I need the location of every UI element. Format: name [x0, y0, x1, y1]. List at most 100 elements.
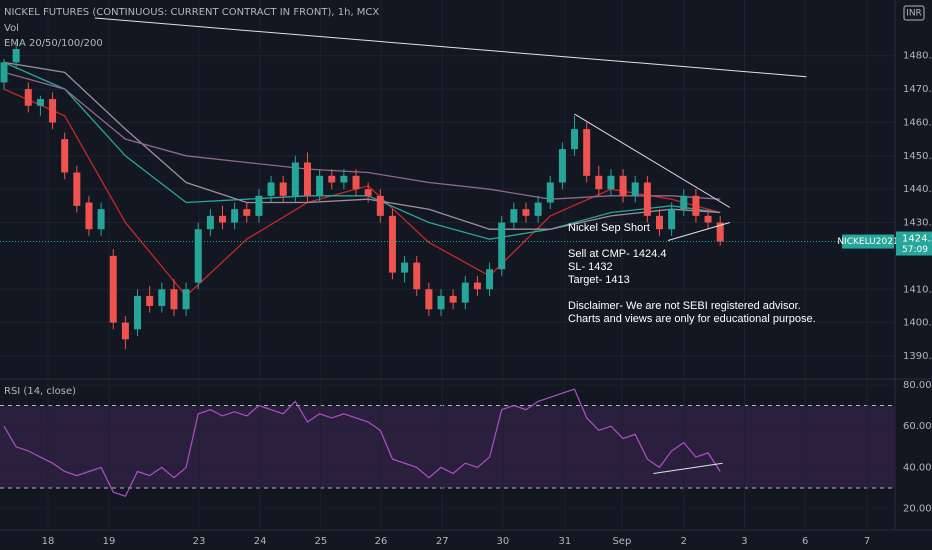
candle-body: [413, 262, 421, 290]
candle-body: [109, 255, 117, 323]
candle-body: [498, 222, 506, 270]
candle-body: [668, 209, 676, 230]
y-tick-label: 1400.0: [903, 318, 932, 329]
candle-body: [631, 182, 639, 196]
y-tick-label: 1480.0: [903, 51, 932, 62]
currency-box[interactable]: [903, 5, 925, 21]
rsi-line: [3, 388, 721, 497]
candle-body: [243, 209, 251, 216]
y-tick-label: 1430.0: [903, 218, 932, 229]
candle-body: [704, 215, 712, 223]
symbol-tag-box: [842, 234, 894, 249]
candle-body: [291, 162, 299, 196]
candle-body: [206, 215, 214, 230]
trendline: [653, 462, 723, 474]
marks: [0, 17, 895, 497]
countdown: 57:09: [902, 245, 928, 255]
candle-body: [643, 182, 651, 216]
candle-body: [595, 175, 603, 190]
x-tick-label: 3: [741, 536, 747, 547]
candle-body: [340, 175, 348, 183]
candle-body: [534, 202, 542, 216]
candle-body: [170, 289, 178, 310]
candle-body: [607, 175, 615, 190]
candle-body: [425, 289, 433, 310]
x-tick-label: 24: [254, 536, 267, 547]
candle-body: [36, 99, 44, 106]
candle-body: [449, 295, 457, 303]
candle-body: [461, 282, 469, 303]
x-tick-label: Sep: [612, 536, 631, 547]
candle-body: [146, 295, 154, 306]
candle-body: [61, 139, 69, 173]
y-tick-label: 20.00: [903, 504, 932, 515]
x-tick-label: 31: [558, 536, 571, 547]
candle-body: [522, 209, 530, 216]
annotation-disclaimer: Disclaimer- We are not SEBI registered a…: [568, 300, 801, 312]
currency[interactable]: INR: [906, 9, 922, 19]
candle-body: [85, 202, 93, 230]
candle-body: [0, 62, 8, 83]
candle-body: [510, 209, 518, 223]
candle-body: [437, 295, 445, 310]
candle-body: [316, 175, 324, 196]
x-tick-label: 30: [497, 536, 510, 547]
candle-body: [255, 195, 263, 216]
annotation-line: Target- 1413: [568, 274, 630, 286]
legend-item: Vol: [4, 23, 19, 34]
candle-body: [388, 215, 396, 273]
candle-body: [49, 99, 57, 123]
annotation-line: SL- 1432: [568, 261, 613, 273]
x-tick-label: 25: [314, 536, 327, 547]
candle-body: [656, 215, 664, 230]
candle-body: [24, 89, 32, 106]
candle-body: [219, 215, 227, 223]
y-tick-label: 1460.0: [903, 117, 932, 128]
x-tick-label: 26: [375, 536, 388, 547]
candle-body: [401, 262, 409, 273]
y-tick-label: 60.00: [903, 421, 932, 432]
candle-body: [473, 282, 481, 290]
candle-body: [364, 189, 372, 196]
annotation-disclaimer: Charts and views are only for educationa…: [568, 313, 816, 325]
candle-body: [231, 209, 239, 223]
x-tick-label: 27: [436, 536, 449, 547]
annotation-line: Sell at CMP- 1424.4: [568, 248, 666, 260]
candle-body: [571, 129, 579, 150]
x-tick-label: 2: [681, 536, 687, 547]
candle-body: [303, 162, 311, 196]
labels: NICKEL FUTURES (CONTINUOUS: CURRENT CONT…: [4, 5, 932, 547]
grid: [0, 0, 895, 530]
candle-body: [134, 295, 142, 330]
candle-body: [376, 195, 384, 216]
candle-body: [158, 289, 166, 306]
candle-body: [73, 172, 81, 206]
x-tick-label: 7: [864, 536, 870, 547]
candle-body: [279, 182, 287, 196]
candle-body: [619, 175, 627, 196]
candle-body: [546, 182, 554, 203]
candle-body: [692, 195, 700, 216]
y-tick-label: 1410.0: [903, 284, 932, 295]
x-tick-label: 19: [103, 536, 116, 547]
candle-body: [558, 149, 566, 183]
trendline: [574, 113, 731, 208]
y-tick-label: 1450.0: [903, 151, 932, 162]
chart-title: NICKEL FUTURES (CONTINUOUS: CURRENT CONT…: [4, 7, 379, 18]
candle-body: [182, 289, 190, 310]
rsi-band: [0, 405, 895, 488]
last-price-box: [896, 231, 932, 256]
symbol-tag: NICKELU2021: [837, 237, 898, 247]
candle-body: [328, 175, 336, 183]
y-tick-label: 1440.0: [903, 184, 932, 195]
y-tick-label: 1390.0: [903, 351, 932, 362]
y-tick-label: 80.00: [903, 380, 932, 391]
x-tick-label: 23: [193, 536, 206, 547]
y-tick-label: 40.00: [903, 462, 932, 473]
candle-body: [583, 129, 591, 176]
x-tick-label: 18: [42, 536, 55, 547]
candle-body: [121, 322, 129, 340]
trendline: [94, 17, 807, 78]
candle-body: [352, 175, 360, 190]
